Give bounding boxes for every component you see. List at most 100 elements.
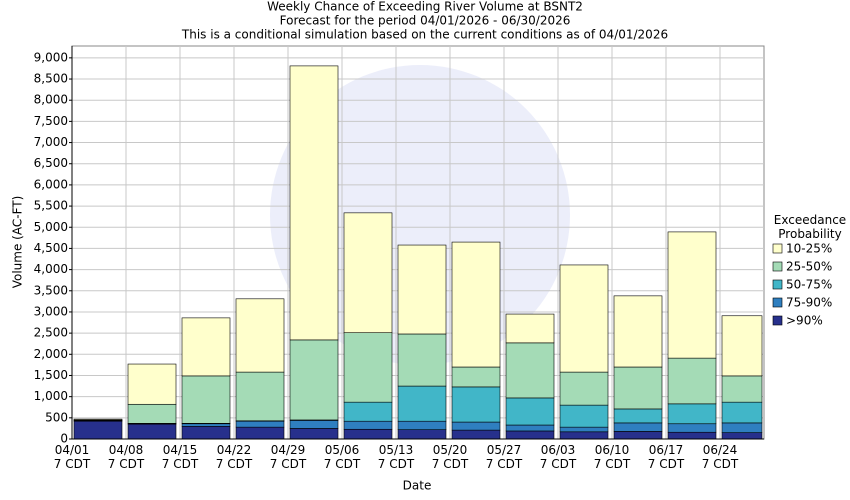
bar-segment (613, 422, 663, 432)
y-tick-label: 5,500 (34, 199, 68, 213)
y-tick-label: 4,500 (34, 241, 68, 255)
bar-segment (181, 423, 231, 427)
legend-label: 75-90% (786, 296, 832, 310)
bar-segment (235, 426, 285, 440)
bar-segment (289, 420, 339, 429)
x-tick-label: 04/15 7 CDT (161, 443, 199, 471)
bar-segment (451, 241, 501, 368)
bar-segment (397, 333, 447, 387)
bar-segment (721, 401, 763, 424)
bar-segment (667, 431, 717, 440)
bar-segment (667, 423, 717, 433)
legend-label: >90% (786, 314, 823, 328)
bar-segment (343, 332, 393, 403)
bar-segment (127, 403, 177, 424)
bar-segment (343, 428, 393, 440)
bar-segment (667, 231, 717, 359)
x-axis-title: Date (403, 479, 432, 493)
bar-segment (397, 244, 447, 335)
bar-segment (181, 375, 231, 424)
y-tick-label: 0 (60, 432, 68, 446)
bar-segment (721, 422, 763, 433)
bar-segment (343, 420, 393, 430)
bar-segment (289, 65, 339, 341)
bar-segment (505, 313, 555, 344)
bar-segment (451, 421, 501, 431)
legend-label: 10-25% (786, 242, 832, 256)
legend-swatch (772, 279, 783, 290)
legend-label: 25-50% (786, 260, 832, 274)
bar-segment (721, 432, 763, 440)
bar-segment (235, 371, 285, 422)
legend-title: Exceedance Probability (773, 213, 847, 241)
bar-segment (667, 357, 717, 405)
x-tick-label: 06/17 7 CDT (647, 443, 685, 471)
bar-segment (397, 385, 447, 422)
x-tick-label: 06/24 7 CDT (701, 443, 739, 471)
legend-swatch (772, 261, 783, 272)
bar-segment (559, 431, 609, 440)
bar-segment (559, 426, 609, 433)
chart-subtitle: This is a conditional simulation based o… (181, 28, 668, 42)
bar-segment (289, 339, 339, 421)
bar-segment (397, 420, 447, 430)
x-tick-label: 06/03 7 CDT (539, 443, 577, 471)
x-tick-label: 04/01 7 CDT (53, 443, 91, 471)
y-tick-label: 6,000 (34, 177, 68, 191)
legend-swatch (772, 243, 783, 254)
bar-segment (505, 397, 555, 426)
x-tick-label: 05/20 7 CDT (431, 443, 469, 471)
y-tick-label: 1,000 (34, 389, 68, 403)
bar-segment (181, 317, 231, 377)
y-tick-label: 5,000 (34, 220, 68, 234)
bar-segment (451, 366, 501, 388)
y-tick-label: 8,000 (34, 93, 68, 107)
chart-subtitle: Forecast for the period 04/01/2026 - 06/… (280, 14, 571, 28)
bar-segment (235, 420, 285, 428)
x-tick-label: 04/08 7 CDT (107, 443, 145, 471)
legend-swatch (772, 315, 783, 326)
bar-segment (343, 212, 393, 334)
y-tick-label: 3,000 (34, 304, 68, 318)
bar-segment (181, 425, 231, 440)
y-axis-title: Volume (AC-FT) (11, 196, 25, 289)
bar-segment (505, 424, 555, 432)
x-tick-label: 05/13 7 CDT (377, 443, 415, 471)
bar-segment (127, 423, 177, 440)
y-tick-label: 9,000 (34, 50, 68, 64)
legend-label: 50-75% (786, 278, 832, 292)
bar-segment (73, 420, 123, 440)
y-tick-label: 3,500 (34, 283, 68, 297)
x-tick-label: 04/29 7 CDT (269, 443, 307, 471)
legend-swatch (772, 297, 783, 308)
bar-segment (559, 404, 609, 428)
bar-segment (235, 298, 285, 373)
x-tick-label: 04/22 7 CDT (215, 443, 253, 471)
y-tick-label: 500 (45, 410, 68, 424)
y-tick-label: 8,500 (34, 72, 68, 86)
bar-segment (127, 363, 177, 405)
bar-segment (73, 418, 123, 421)
bar-segment (721, 375, 763, 403)
bar-segment (451, 386, 501, 423)
bar-segment (505, 430, 555, 440)
y-tick-label: 7,000 (34, 135, 68, 149)
bar-segment (397, 429, 447, 440)
x-tick-label: 05/27 7 CDT (485, 443, 523, 471)
bar-segment (667, 403, 717, 425)
bar-segment (613, 295, 663, 368)
bar-segment (343, 401, 393, 422)
bar-segment (721, 315, 763, 377)
x-tick-label: 06/10 7 CDT (593, 443, 631, 471)
bar-segment (451, 429, 501, 440)
x-tick-label: 05/06 7 CDT (323, 443, 361, 471)
bar-segment (559, 264, 609, 373)
bar-segment (613, 408, 663, 424)
y-tick-label: 7,500 (34, 114, 68, 128)
bar-segment (613, 431, 663, 440)
y-tick-label: 2,500 (34, 326, 68, 340)
bar-segment (289, 428, 339, 440)
bar-segment (505, 342, 555, 399)
